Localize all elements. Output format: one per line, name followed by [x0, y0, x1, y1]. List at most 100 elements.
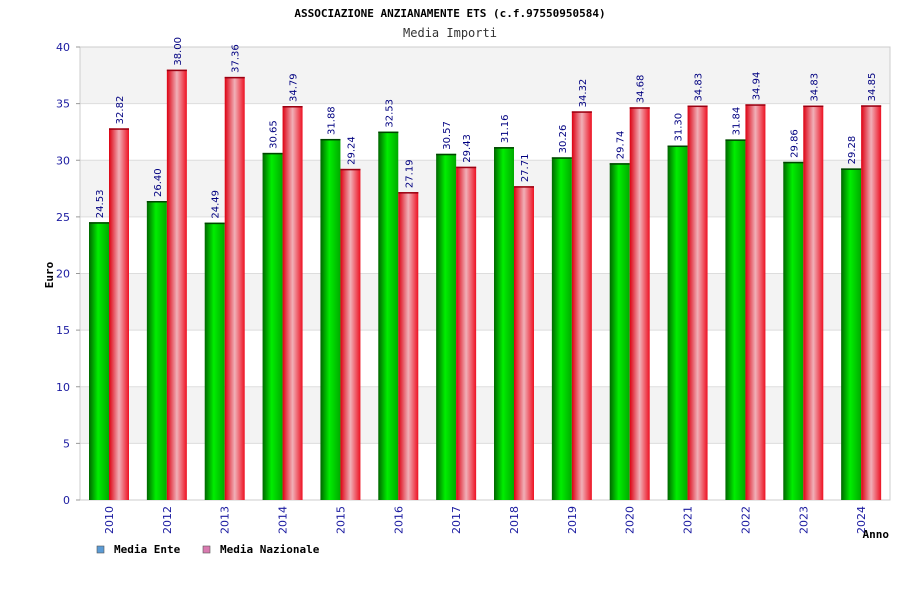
data-label: 27.71 — [520, 154, 531, 183]
bar-media-ente — [146, 201, 167, 500]
data-label: 29.86 — [789, 129, 800, 158]
data-label: 30.65 — [269, 120, 280, 149]
bar-media-ente — [841, 168, 862, 501]
bar-media-nazionale — [166, 69, 187, 501]
data-label: 24.53 — [95, 190, 106, 219]
grid-band — [80, 386, 890, 444]
bar-cap — [687, 105, 708, 108]
bar-media-ente — [262, 152, 283, 501]
legend-item: Media Ente — [114, 543, 181, 556]
data-label: 32.53 — [384, 99, 395, 128]
x-tick-label: 2017 — [450, 506, 463, 534]
bar-cap — [841, 168, 862, 170]
y-tick-label: 10 — [56, 381, 70, 394]
bar-cap — [224, 76, 245, 79]
data-label: 30.57 — [442, 121, 453, 150]
bars: 24.53 32.82 26.40 38.00 24.49 37.36 30.65 34.79… — [89, 37, 882, 501]
bar-media-nazionale — [398, 192, 419, 501]
y-tick-label: 5 — [63, 437, 70, 450]
y-tick-label: 35 — [56, 98, 70, 111]
bar-media-ente — [494, 147, 514, 500]
x-tick-label: 2024 — [855, 506, 868, 534]
legend: Media Ente Media Nazionale — [96, 543, 320, 556]
bar-cap — [378, 131, 399, 134]
bar-media-ente — [89, 222, 109, 500]
grid-band — [80, 443, 890, 500]
y-tick-label: 40 — [56, 41, 70, 54]
bar-media-ente — [436, 153, 457, 501]
x-tick-label: 2015 — [334, 506, 347, 534]
x-tick-label: 2022 — [739, 506, 752, 534]
bar-media-ente — [783, 161, 804, 500]
bar-media-nazionale — [861, 105, 882, 500]
x-tick-label: 2023 — [797, 506, 810, 534]
bar-cap — [783, 161, 804, 164]
chart-subtitle: Media Importi — [403, 26, 497, 40]
bar-media-nazionale — [109, 128, 129, 500]
data-label: 24.49 — [211, 190, 222, 219]
bar-cap — [166, 69, 187, 72]
bar-media-nazionale — [456, 166, 477, 500]
x-tick-label: 2013 — [219, 506, 232, 534]
data-label: 34.83 — [809, 73, 820, 102]
bar-cap — [146, 201, 167, 203]
x-tick-label: 2014 — [277, 506, 290, 534]
bar-cap — [282, 106, 303, 108]
x-tick-label: 2020 — [624, 506, 637, 534]
data-label: 29.24 — [346, 136, 357, 165]
y-axis-ticks: 0 5 10 15 20 25 30 35 40 — [56, 41, 80, 507]
data-label: 31.30 — [674, 113, 685, 142]
bar-media-nazionale — [514, 186, 534, 500]
bar-media-nazionale — [687, 105, 708, 501]
chart-title: ASSOCIAZIONE ANZIANAMENTE ETS (c.f.97550… — [294, 7, 605, 20]
bar-cap — [803, 105, 824, 108]
y-tick-label: 25 — [56, 211, 70, 224]
y-tick-label: 30 — [56, 154, 70, 167]
bar-cap — [571, 111, 592, 113]
data-label: 31.88 — [326, 106, 337, 135]
y-tick-label: 20 — [56, 268, 70, 281]
data-label: 34.85 — [867, 73, 878, 102]
bar-media-nazionale — [571, 111, 592, 501]
bar-media-ente — [725, 139, 746, 501]
y-tick-label: 15 — [56, 324, 70, 337]
bar-cap — [89, 222, 109, 224]
legend-swatch — [96, 545, 105, 554]
data-label: 34.68 — [636, 75, 647, 104]
x-tick-label: 2019 — [566, 506, 579, 534]
bar-cap — [551, 157, 572, 159]
grid-band — [80, 160, 890, 217]
bar-media-nazionale — [745, 104, 766, 500]
bar-cap — [436, 153, 457, 156]
grid-band — [80, 103, 890, 161]
data-label: 26.40 — [153, 168, 164, 197]
y-axis-label: Euro — [43, 261, 56, 288]
bar-cap — [629, 107, 650, 109]
bar-media-nazionale — [803, 105, 824, 501]
bar-media-nazionale — [340, 168, 361, 500]
legend-swatch — [202, 545, 211, 554]
bar-cap — [320, 138, 341, 141]
x-tick-label: 2016 — [392, 506, 405, 534]
plot-background — [79, 46, 891, 501]
bar-cap — [861, 105, 882, 107]
grid-band — [80, 47, 890, 104]
bar-cap — [398, 192, 419, 194]
bar-media-ente — [320, 138, 341, 501]
data-label: 29.74 — [616, 131, 627, 160]
bar-media-ente — [551, 157, 572, 501]
bar-media-ente — [609, 163, 630, 500]
bar-media-nazionale — [224, 76, 245, 500]
bar-cap — [262, 152, 283, 155]
data-label: 34.94 — [751, 72, 762, 101]
x-tick-label: 2010 — [103, 506, 116, 534]
bar-cap — [340, 168, 361, 171]
bar-media-ente — [667, 145, 688, 500]
legend-item: Media Nazionale — [220, 543, 320, 556]
bar-cap — [609, 163, 630, 165]
bar-cap — [204, 222, 225, 225]
data-label: 30.26 — [558, 125, 569, 154]
bar-cap — [109, 128, 129, 130]
grid-band — [80, 216, 890, 274]
data-label: 37.36 — [231, 44, 242, 73]
